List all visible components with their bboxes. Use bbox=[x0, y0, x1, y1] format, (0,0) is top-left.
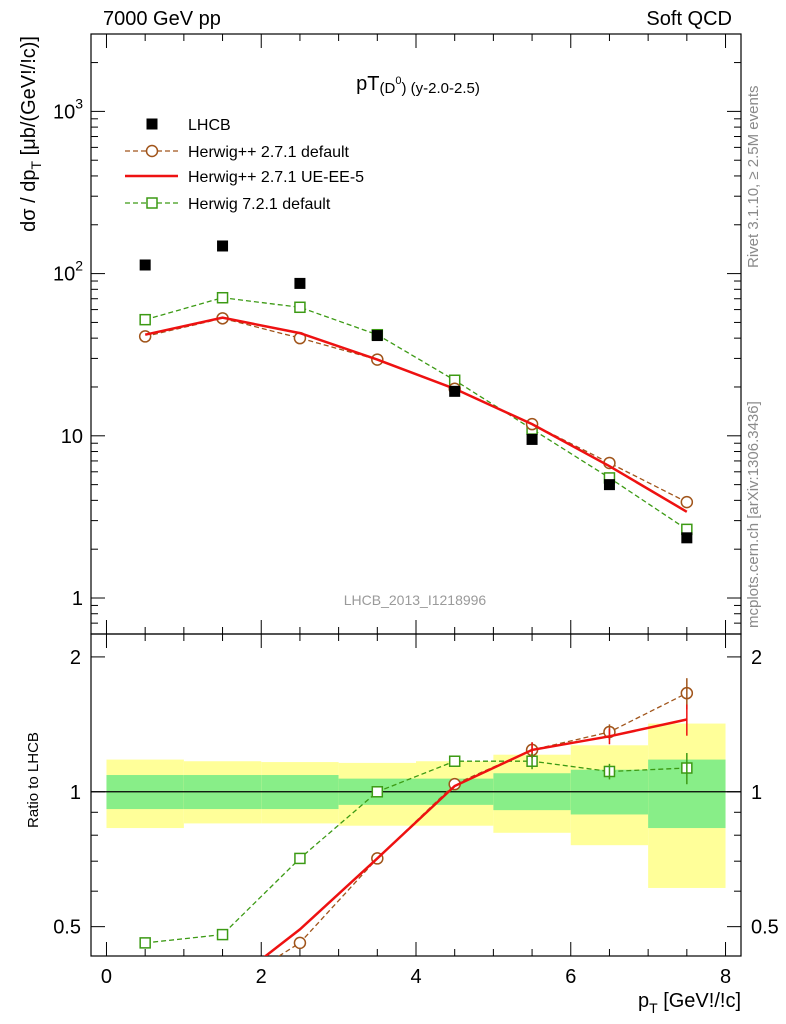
ratio-data-point bbox=[448, 755, 461, 767]
main-data-point bbox=[217, 240, 229, 252]
main-data-point bbox=[216, 291, 229, 304]
x-tick-label: 6 bbox=[565, 966, 576, 988]
legend-label: Herwig++ 2.7.1 UE-EE-5 bbox=[188, 169, 364, 186]
y-tick-label-main: 103 bbox=[53, 95, 83, 123]
main-series-herwig-7-2-1-default bbox=[139, 291, 693, 536]
ratio-data-point bbox=[216, 928, 229, 941]
y-axis-label-main: dσ / dpT [μb/(GeV!/!c)] bbox=[18, 36, 44, 232]
legend: LHCB Herwig++ 2.7.1 default Herwig++ 2.7.1… bbox=[125, 117, 364, 213]
y-tick-label-ratio-right: 0.5 bbox=[751, 917, 779, 939]
chart-title: pT(D0) (y-2.0-2.5) bbox=[356, 73, 480, 97]
main-data-point bbox=[449, 385, 461, 397]
ratio-data-point bbox=[371, 786, 384, 798]
main-series-lhcb bbox=[139, 240, 693, 544]
ratio-data-point bbox=[294, 852, 306, 865]
ratio-series-line bbox=[263, 718, 688, 956]
ratio-series-line bbox=[145, 760, 687, 944]
legend-item: Herwig++ 2.7.1 UE-EE-5 bbox=[125, 169, 364, 186]
y-axis-label-ratio: Ratio to LHCB bbox=[25, 732, 42, 828]
main-data-point bbox=[139, 313, 151, 326]
x-tick-label: 0 bbox=[101, 966, 112, 988]
main-data-point bbox=[294, 301, 306, 314]
legend-label: Herwig 7.2.1 default bbox=[188, 196, 331, 213]
main-data-point bbox=[138, 330, 152, 343]
main-data-point bbox=[139, 259, 151, 271]
x-tick-label: 8 bbox=[720, 966, 731, 988]
main-data-point bbox=[603, 479, 615, 491]
main-series-line bbox=[145, 297, 688, 530]
legend-item: LHCB bbox=[146, 117, 231, 134]
main-data-point bbox=[680, 495, 694, 509]
main-data-point bbox=[294, 277, 306, 289]
y-ticks-main bbox=[91, 33, 741, 635]
y-tick-label-main: 10 bbox=[61, 426, 83, 448]
y-tick-label-main: 102 bbox=[53, 258, 83, 286]
y-tick-label-ratio-right: 2 bbox=[751, 647, 762, 669]
header-right-label: Soft QCD bbox=[646, 8, 732, 30]
legend-label: LHCB bbox=[188, 117, 231, 134]
y-tick-label-ratio-right: 1 bbox=[751, 782, 762, 804]
ratio-uncertainty-bands bbox=[106, 723, 726, 888]
y-tick-label-ratio-left: 0.5 bbox=[53, 917, 81, 939]
x-tick-label: 2 bbox=[256, 966, 267, 988]
main-series-herwig-2-7-1-ue-ee-5 bbox=[144, 316, 688, 513]
ratio-data-point bbox=[139, 937, 151, 949]
main-data-point bbox=[371, 330, 383, 342]
legend-item: Herwig++ 2.7.1 default bbox=[125, 144, 350, 161]
main-data-point bbox=[681, 532, 693, 544]
y-tick-label-ratio-left: 1 bbox=[70, 782, 81, 804]
y-tick-label-ratio-left: 2 bbox=[70, 647, 81, 669]
legend-marker bbox=[146, 118, 158, 130]
header-left-label: 7000 GeV pp bbox=[103, 8, 221, 30]
ratio-error-bars bbox=[531, 678, 688, 785]
x-ticks bbox=[105, 34, 727, 956]
x-axis-label: pT [GeV!/!c] bbox=[638, 990, 741, 1016]
ratio-series-herwig-2-7-1-ue-ee-5 bbox=[263, 718, 688, 956]
analysis-watermark: LHCB_2013_I1218996 bbox=[344, 592, 487, 608]
legend-item: Herwig 7.2.1 default bbox=[125, 196, 331, 213]
legend-marker bbox=[145, 144, 159, 158]
y-ticks-ratio bbox=[91, 656, 741, 928]
legend-label: Herwig++ 2.7.1 default bbox=[188, 144, 350, 161]
x-tick-label: 4 bbox=[410, 966, 421, 988]
legend-marker bbox=[146, 197, 158, 209]
main-series-line bbox=[144, 316, 688, 513]
ratio-data-point bbox=[293, 936, 307, 950]
y-tick-label-main: 1 bbox=[72, 588, 83, 610]
main-data-point bbox=[526, 433, 538, 445]
